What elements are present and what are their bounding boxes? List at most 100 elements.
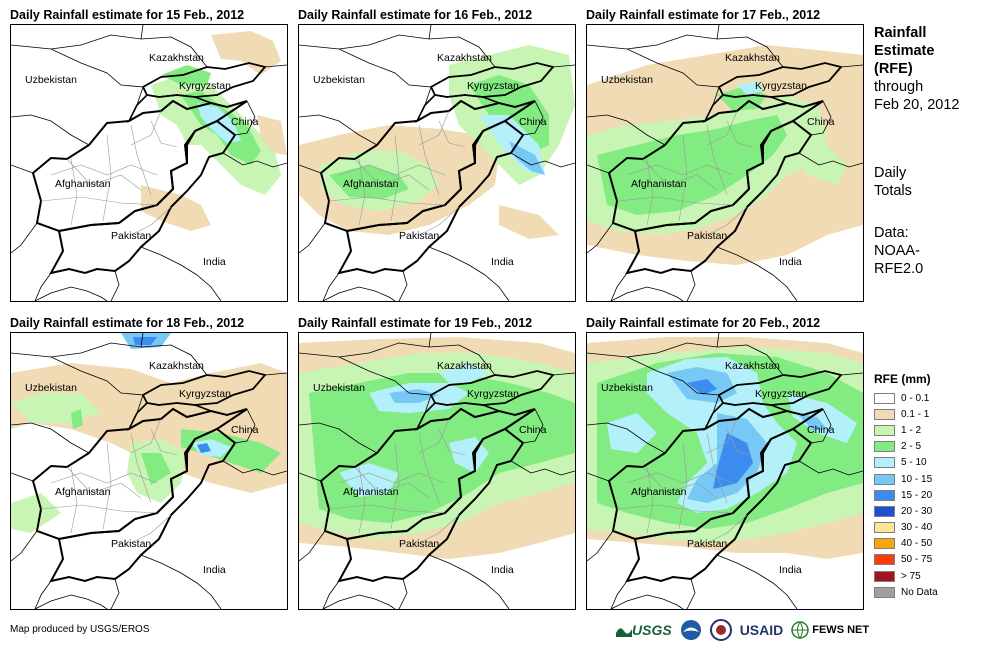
info-daily-2: Totals — [874, 183, 912, 199]
legend-swatch — [874, 473, 895, 485]
label-kyrgyzstan: Kyrgyzstan — [179, 388, 231, 400]
seal-icon — [709, 619, 732, 641]
legend-row: 20 - 30 — [874, 503, 982, 519]
rainfall-map: Kazakhstan Uzbekistan Kyrgyzstan China A… — [10, 332, 288, 610]
legend-swatch — [874, 538, 895, 550]
legend-swatch — [874, 570, 895, 582]
label-kazakhstan: Kazakhstan — [149, 360, 204, 372]
legend-label: 1 - 2 — [901, 424, 922, 436]
rainfall-map: Kazakhstan Uzbekistan Kyrgyzstan China A… — [10, 24, 288, 302]
label-china: China — [231, 116, 259, 128]
label-kyrgyzstan: Kyrgyzstan — [179, 80, 231, 92]
legend-swatch — [874, 392, 895, 404]
legend-swatch — [874, 554, 895, 566]
panel-title: Daily Rainfall estimate for 18 Feb., 201… — [10, 316, 245, 330]
panel-title: Daily Rainfall estimate for 15 Feb., 201… — [10, 8, 245, 22]
label-afghanistan: Afghanistan — [631, 178, 687, 190]
label-pakistan: Pakistan — [687, 538, 727, 550]
info-title-3: (RFE) — [874, 61, 913, 77]
info-through: through — [874, 79, 924, 95]
rain-overlay — [587, 337, 863, 559]
label-kazakhstan: Kazakhstan — [149, 52, 204, 64]
legend-swatch — [874, 408, 895, 420]
legend-row: 1 - 2 — [874, 422, 982, 438]
legend-label: 0.1 - 1 — [901, 408, 930, 420]
fewsnet-logo: FEWS NET — [791, 621, 869, 639]
label-china: China — [519, 116, 547, 128]
rainfall-map: Kazakhstan Uzbekistan Kyrgyzstan China A… — [298, 24, 576, 302]
legend-label: 15 - 20 — [901, 489, 933, 501]
legend-label: 10 - 15 — [901, 473, 933, 485]
label-pakistan: Pakistan — [687, 230, 727, 242]
map-info: Rainfall Estimate (RFE) through Feb 20, … — [874, 24, 982, 278]
label-india: India — [779, 564, 802, 576]
panel-title: Daily Rainfall estimate for 17 Feb., 201… — [586, 8, 821, 22]
legend-title: RFE (mm) — [874, 372, 931, 386]
label-afghanistan: Afghanistan — [343, 178, 399, 190]
legend-swatch — [874, 505, 895, 517]
legend-label: 50 - 75 — [901, 554, 933, 566]
label-india: India — [491, 564, 514, 576]
legend-label: > 75 — [901, 570, 921, 582]
label-afghanistan: Afghanistan — [55, 486, 111, 498]
logos: USGS USAID FEWS NET — [616, 618, 877, 642]
info-daily-1: Daily — [874, 165, 907, 181]
panel-title: Daily Rainfall estimate for 19 Feb., 201… — [298, 316, 533, 330]
label-india: India — [491, 256, 514, 268]
legend-swatch — [874, 489, 895, 501]
label-afghanistan: Afghanistan — [55, 178, 111, 190]
info-data-3: RFE2.0 — [874, 261, 924, 277]
noaa-seal-icon — [680, 620, 701, 640]
legend-row: No Data — [874, 584, 982, 600]
rain-overlay — [11, 333, 287, 533]
legend-row: 2 - 5 — [874, 439, 982, 455]
legend-label: No Data — [901, 586, 938, 598]
label-kazakhstan: Kazakhstan — [725, 360, 780, 372]
legend-label: 5 - 10 — [901, 457, 927, 469]
usaid-logo: USAID — [740, 622, 784, 638]
rfe-legend: RFE (mm) 0 - 0.1 0.1 - 1 1 - 2 2 - 5 5 - 10 1… — [874, 372, 982, 600]
state-seal-logo — [709, 619, 732, 641]
label-india: India — [203, 256, 226, 268]
label-uzbekistan: Uzbekistan — [313, 74, 365, 86]
label-uzbekistan: Uzbekistan — [601, 382, 653, 394]
legend-label: 30 - 40 — [901, 522, 933, 534]
info-title-2: Estimate — [874, 43, 935, 59]
legend-row: > 75 — [874, 568, 982, 584]
legend-label: 20 - 30 — [901, 505, 933, 517]
rainfall-map: Kazakhstan Uzbekistan Kyrgyzstan China A… — [298, 332, 576, 610]
rainfall-map: Kazakhstan Uzbekistan Kyrgyzstan China A… — [586, 24, 864, 302]
rainfall-map: Kazakhstan Uzbekistan Kyrgyzstan China A… — [586, 332, 864, 610]
label-kazakhstan: Kazakhstan — [437, 52, 492, 64]
panel-title: Daily Rainfall estimate for 16 Feb., 201… — [298, 8, 533, 22]
legend-swatch — [874, 424, 895, 436]
legend-row: 40 - 50 — [874, 536, 982, 552]
map-credit: Map produced by USGS/EROS — [10, 624, 150, 635]
info-date: Feb 20, 2012 — [874, 97, 960, 113]
usgs-wave-icon — [616, 628, 632, 637]
rain-overlay — [587, 45, 863, 265]
legend-swatch — [874, 586, 895, 598]
label-pakistan: Pakistan — [399, 230, 439, 242]
label-china: China — [519, 424, 547, 436]
label-kyrgyzstan: Kyrgyzstan — [467, 80, 519, 92]
panel-title: Daily Rainfall estimate for 20 Feb., 201… — [586, 316, 821, 330]
info-data-2: NOAA- — [874, 243, 920, 259]
label-india: India — [203, 564, 226, 576]
fewsnet-wordmark: FEWS NET — [812, 624, 870, 636]
label-pakistan: Pakistan — [111, 230, 151, 242]
label-kyrgyzstan: Kyrgyzstan — [755, 80, 807, 92]
legend-row: 0.1 - 1 — [874, 406, 982, 422]
usgs-wordmark: USGS — [632, 622, 672, 638]
legend-swatch — [874, 522, 895, 534]
label-pakistan: Pakistan — [399, 538, 439, 550]
label-afghanistan: Afghanistan — [631, 486, 687, 498]
label-kazakhstan: Kazakhstan — [437, 360, 492, 372]
label-china: China — [231, 424, 259, 436]
label-uzbekistan: Uzbekistan — [25, 74, 77, 86]
info-title-1: Rainfall — [874, 25, 927, 41]
usaid-wordmark: USAID — [739, 622, 784, 638]
legend-row: 15 - 20 — [874, 487, 982, 503]
label-china: China — [807, 424, 835, 436]
legend-row: 50 - 75 — [874, 552, 982, 568]
